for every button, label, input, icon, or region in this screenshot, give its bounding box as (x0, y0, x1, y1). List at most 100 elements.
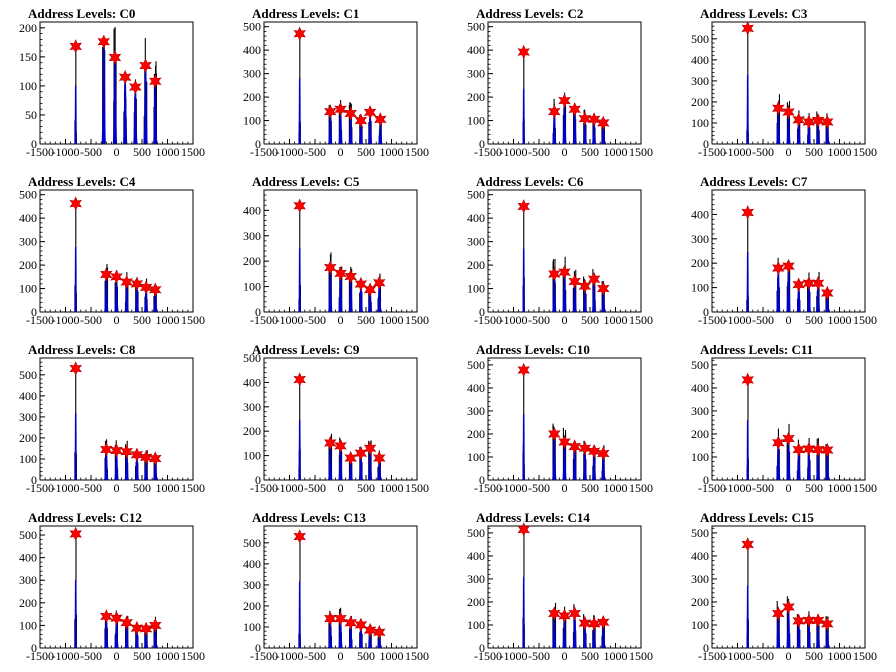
peak-marker (596, 115, 610, 131)
x-tick-label: -1000 (276, 481, 304, 495)
y-tick-label: 0 (255, 473, 261, 487)
y-tick-label: 300 (691, 74, 709, 88)
y-tick-label: 100 (467, 618, 485, 632)
y-tick-label: 400 (243, 557, 261, 571)
peak-marker (100, 267, 113, 282)
peak-marker (517, 362, 530, 378)
x-tick-label: 1000 (604, 481, 628, 495)
x-tick-label: -1000 (52, 145, 80, 159)
y-tick-label: 200 (243, 424, 261, 438)
chart-title: Address Levels: C6 (476, 174, 584, 189)
peak-marker (334, 438, 347, 454)
x-tick-label: 1500 (405, 313, 429, 327)
peak-marker (568, 274, 581, 289)
peak-marker (820, 616, 834, 632)
peak-marker (578, 440, 592, 456)
x-tick-label: -1500 (250, 313, 278, 327)
chart-svg: Address Levels: C10 0 100 200 300 400 500 -1500… (467, 342, 653, 495)
x-tick-label: 500 (357, 649, 375, 663)
y-tick-label: 300 (467, 404, 485, 418)
x-tick-label: -1500 (250, 649, 278, 663)
y-tick-label: 200 (19, 258, 37, 272)
peak-marker (334, 266, 347, 281)
x-tick-label: -1000 (276, 145, 304, 159)
y-tick-label: 0 (703, 305, 709, 319)
y-tick-label: 100 (691, 450, 709, 464)
x-tick-label: -1000 (52, 649, 80, 663)
y-tick-label: 200 (467, 595, 485, 609)
x-tick-label: 500 (357, 481, 375, 495)
peak-marker (324, 104, 337, 119)
peak-marker (558, 264, 571, 280)
x-tick-label: -1000 (724, 481, 752, 495)
x-tick-label: -1500 (26, 145, 54, 159)
x-tick-label: -1000 (724, 649, 752, 663)
x-tick-label: 500 (133, 649, 151, 663)
y-tick-label: 400 (243, 203, 261, 217)
y-tick-label: 300 (243, 400, 261, 414)
peak-marker (374, 112, 387, 127)
x-tick-label: -500 (304, 145, 326, 159)
x-tick-label: -1500 (474, 313, 502, 327)
x-tick-label: 1500 (405, 481, 429, 495)
x-tick-label: -1000 (500, 481, 528, 495)
x-tick-label: -1500 (26, 481, 54, 495)
y-tick-label: 500 (19, 368, 37, 382)
y-tick-label: 200 (19, 431, 37, 445)
chart-svg: Address Levels: C13 0 100 200 300 400 500 -1500… (243, 510, 429, 663)
x-tick-label: 500 (805, 145, 823, 159)
peak-marker (293, 529, 306, 544)
x-tick-label: -1000 (724, 145, 752, 159)
chart-title: Address Levels: C9 (252, 342, 360, 357)
peak-marker (820, 442, 834, 458)
peak-marker (108, 50, 122, 65)
peak-marker (820, 114, 834, 130)
peak-marker (568, 439, 581, 454)
peak-marker (587, 271, 601, 287)
y-tick-label: 400 (467, 211, 485, 225)
y-tick-label: 0 (255, 305, 261, 319)
y-tick-label: 100 (691, 116, 709, 130)
peak-marker (69, 526, 82, 542)
y-tick-label: 100 (19, 282, 37, 296)
x-tick-label: 1000 (828, 145, 852, 159)
x-tick-label: -1000 (500, 313, 528, 327)
chart-title: Address Levels: C8 (28, 342, 136, 357)
y-tick-label: 400 (467, 381, 485, 395)
chart-svg: Address Levels: C12 0 100 200 300 400 500 -1500… (19, 510, 205, 663)
peak-marker (354, 617, 368, 633)
peak-marker (148, 618, 162, 633)
x-tick-label: 1000 (380, 649, 404, 663)
peak-marker (802, 275, 816, 291)
chart-title: Address Levels: C3 (700, 6, 808, 21)
peak-marker (69, 196, 82, 211)
x-tick-label: 500 (133, 481, 151, 495)
chart-svg: Address Levels: C5 0 100 200 300 400 -1500-100… (243, 174, 429, 327)
chart-panel: Address Levels: C15 0 100 200 300 400 500 -1500… (672, 504, 896, 672)
x-tick-label: 1000 (156, 481, 180, 495)
x-tick-label: 0 (114, 649, 120, 663)
x-tick-label: 0 (114, 481, 120, 495)
chart-title: Address Levels: C2 (476, 6, 583, 21)
y-tick-label: 500 (691, 526, 709, 540)
peak-marker (139, 450, 153, 465)
peak-marker (363, 105, 377, 120)
peak-marker (120, 444, 133, 459)
y-tick-label: 0 (31, 473, 37, 487)
x-tick-label: -1500 (698, 145, 726, 159)
y-tick-label: 0 (703, 473, 709, 487)
y-tick-label: 100 (243, 620, 261, 634)
y-tick-label: 200 (691, 595, 709, 609)
y-tick-label: 0 (703, 641, 709, 655)
chart-svg: Address Levels: C15 0 100 200 300 400 500 -1500… (691, 510, 877, 663)
peak-marker (69, 361, 82, 376)
peak-marker (334, 102, 347, 117)
x-tick-label: -1500 (474, 481, 502, 495)
peak-marker (772, 606, 785, 621)
y-tick-label: 300 (691, 572, 709, 586)
y-tick-label: 500 (19, 188, 37, 202)
y-tick-label: 200 (19, 596, 37, 610)
peak-marker (69, 39, 82, 54)
peak-marker (120, 615, 133, 630)
